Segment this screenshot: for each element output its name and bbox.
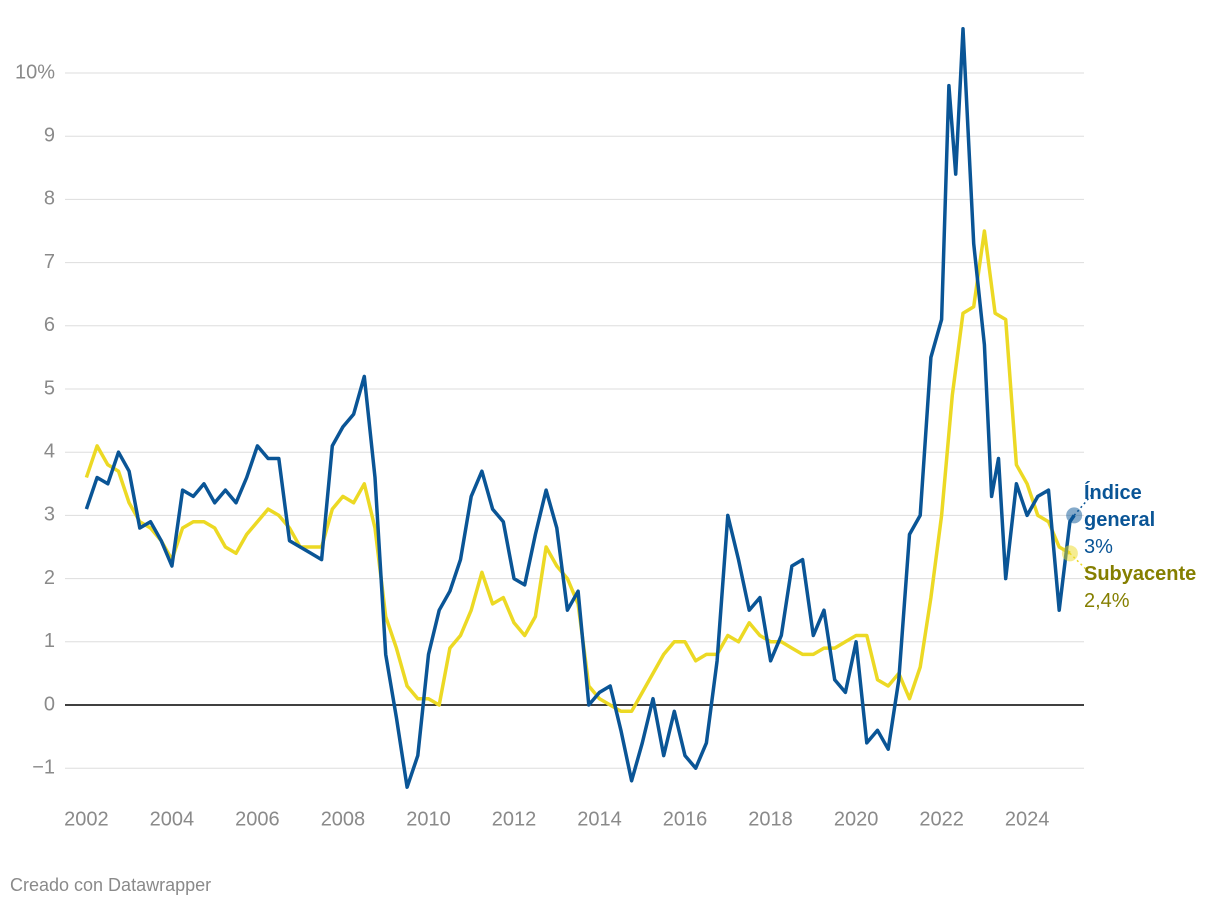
y-tick-label: 10% [15, 61, 55, 83]
end-value: 3% [1084, 536, 1113, 558]
x-tick-label: 2010 [406, 808, 451, 830]
end-value: 2,4% [1084, 590, 1130, 612]
y-tick-label: 0 [44, 693, 55, 715]
x-tick-label: 2012 [492, 808, 537, 830]
y-tick-label: 6 [44, 314, 55, 336]
end-label: Subyacente 2,4% [1084, 561, 1218, 615]
y-tick-label: 5 [44, 377, 55, 399]
y-tick-label: 7 [44, 251, 55, 273]
x-tick-label: 2004 [150, 808, 195, 830]
end-dot [1066, 507, 1083, 524]
y-tick-label: 9 [44, 124, 55, 146]
x-tick-label: 2014 [577, 808, 622, 830]
y-tick-label: 8 [44, 188, 55, 210]
y-tick-label: 3 [44, 504, 55, 526]
leader-line [1069, 552, 1089, 572]
line [84, 27, 1076, 789]
y-tick-label: 4 [44, 440, 55, 462]
x-tick-label: 2006 [235, 808, 280, 830]
y-tick-label: 1 [44, 630, 55, 652]
series-name: Subyacente [1084, 563, 1197, 585]
x-tick-label: 2018 [748, 808, 793, 830]
x-tick-label: 2002 [64, 808, 109, 830]
footer: Creado con Datawrapper [10, 875, 211, 895]
x-tick-label: 2008 [321, 808, 366, 830]
series-name: Índice general [1084, 482, 1156, 531]
y-tick-label: 2 [44, 567, 55, 589]
y-tick-label: −1 [32, 756, 55, 778]
x-tick-label: 2016 [663, 808, 708, 830]
x-tick-label: 2020 [834, 808, 879, 830]
end-dot [1061, 545, 1078, 562]
end-label: Índice general 3% [1084, 480, 1218, 561]
x-tick-label: 2022 [919, 808, 964, 830]
x-tick-label: 2024 [1005, 808, 1050, 830]
